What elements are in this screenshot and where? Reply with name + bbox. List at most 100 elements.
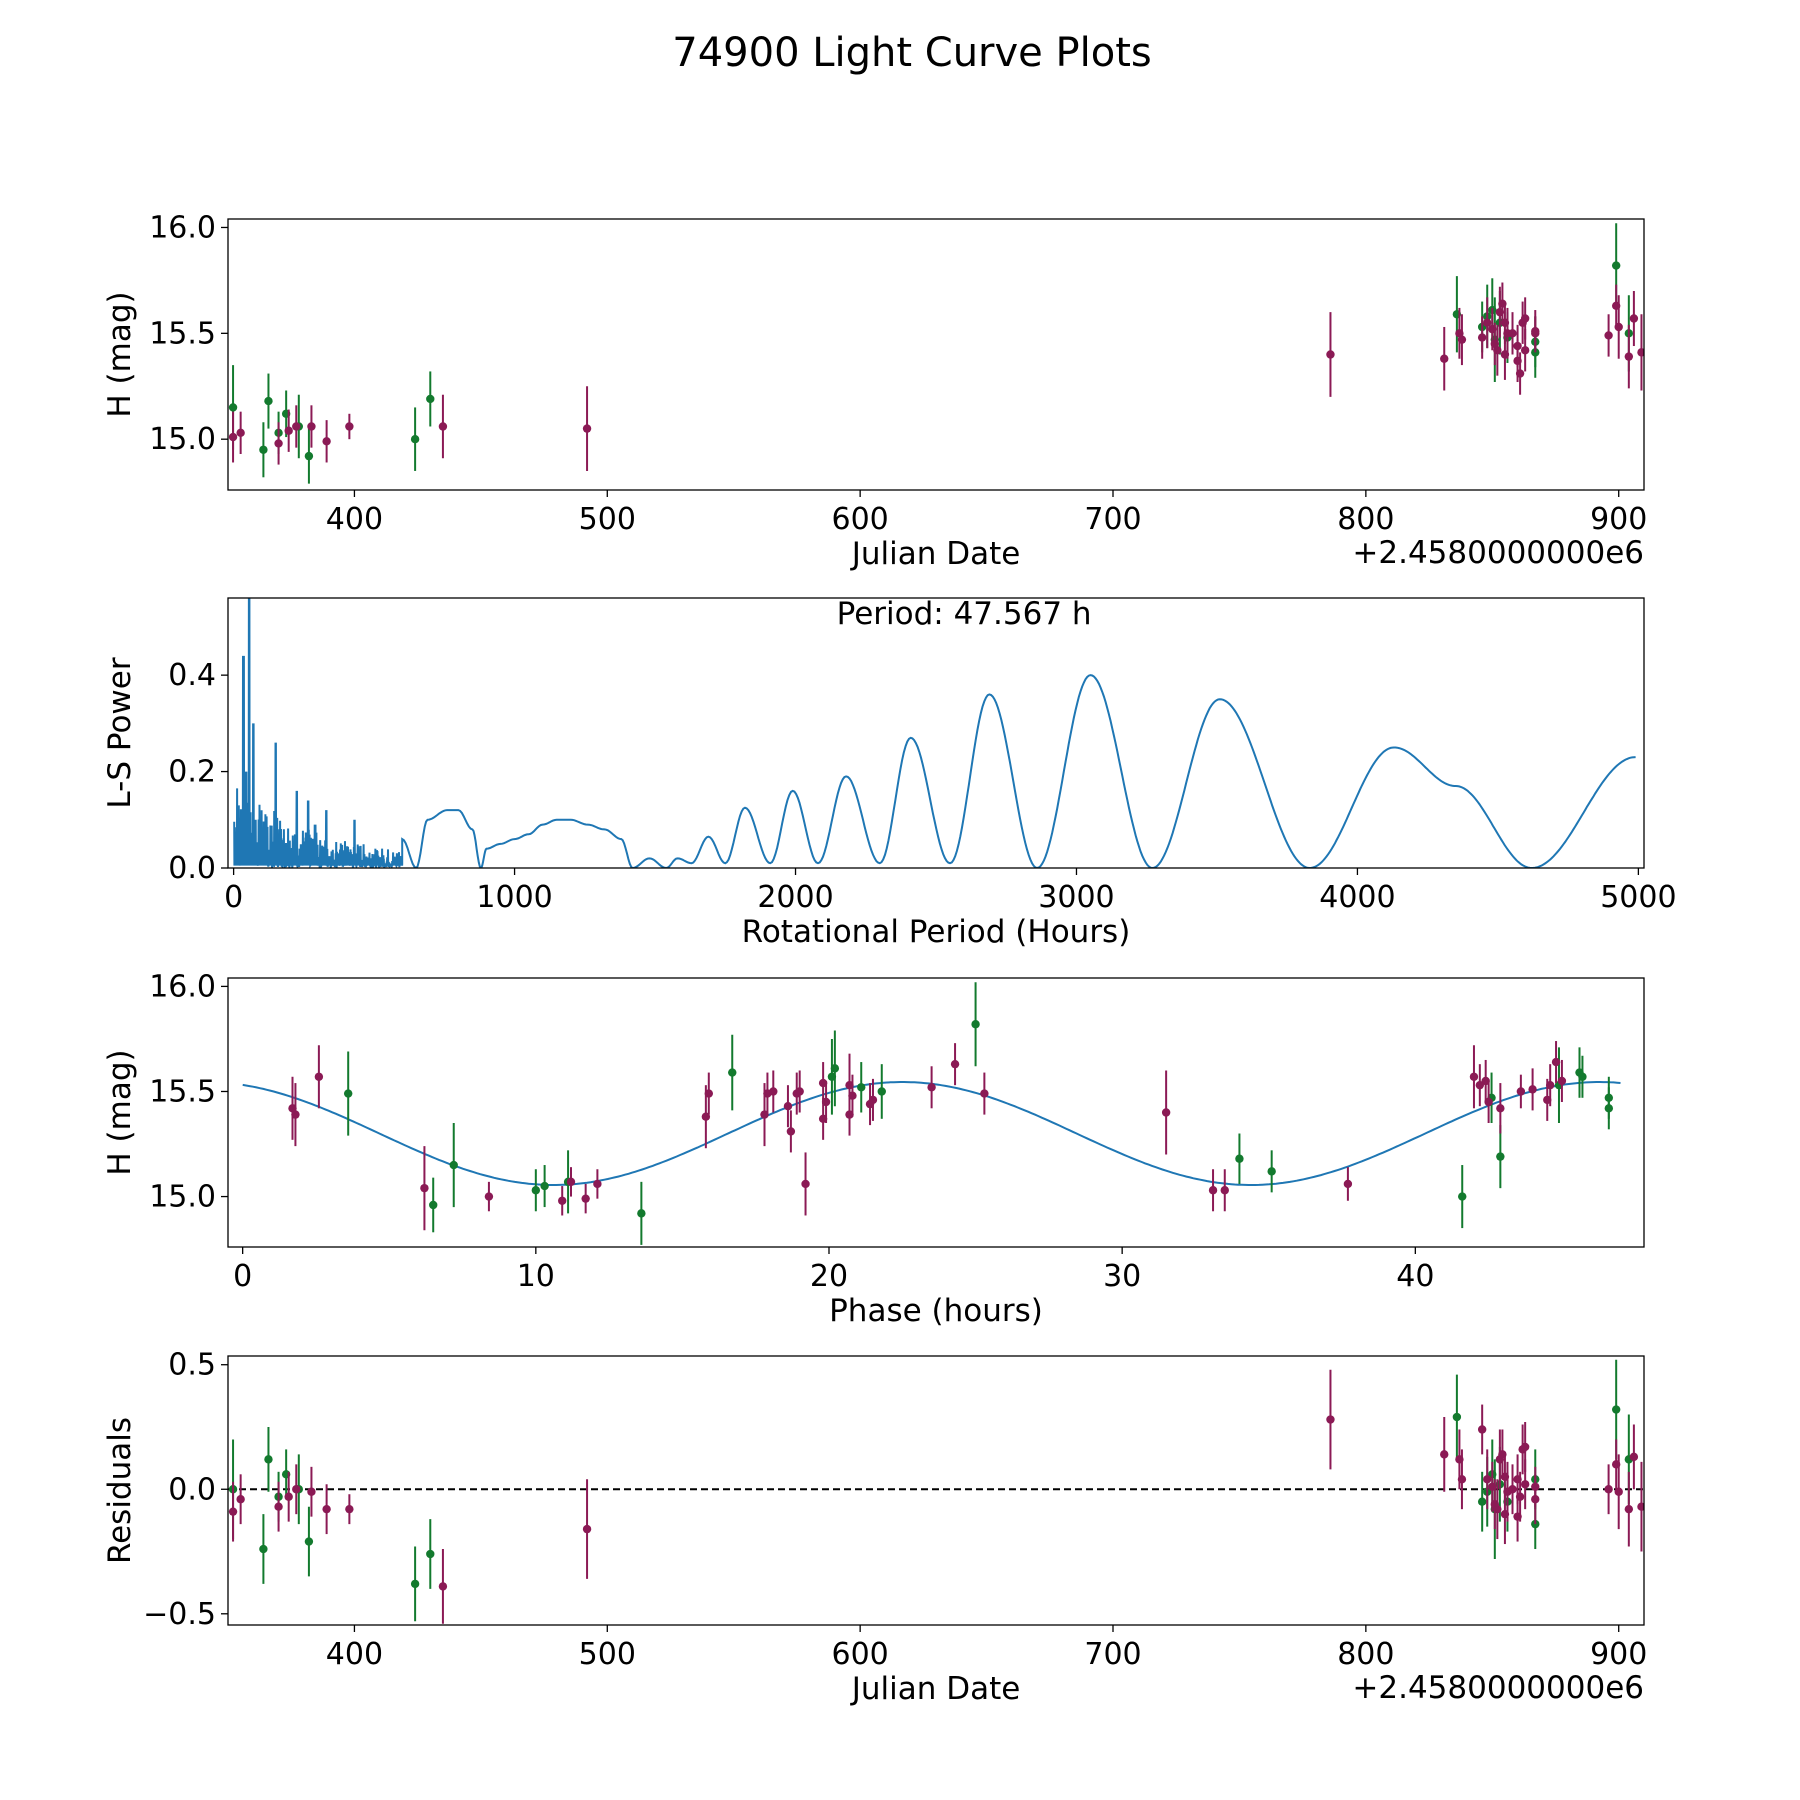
y-tick-label: 15.0 bbox=[149, 422, 216, 457]
y-tick-label: 0.4 bbox=[168, 658, 216, 693]
green-point bbox=[343, 1089, 353, 1098]
x-tick-label: 0 bbox=[224, 880, 243, 915]
magenta-point bbox=[1637, 348, 1644, 357]
green-point bbox=[728, 1068, 737, 1077]
x-tick-label: 900 bbox=[1590, 502, 1647, 537]
magenta-point bbox=[1551, 1057, 1561, 1067]
period-annotation: Period: 47.567 h bbox=[837, 596, 1092, 632]
magenta-point bbox=[1220, 1186, 1229, 1195]
magenta-point bbox=[420, 1183, 429, 1193]
green-point bbox=[637, 1209, 646, 1218]
y-axis-label: L-S Power bbox=[102, 657, 138, 808]
magenta-point bbox=[1629, 314, 1639, 323]
green-point bbox=[1604, 1104, 1614, 1113]
x-tick-label: 600 bbox=[832, 1637, 889, 1672]
x-tick-label: 800 bbox=[1337, 502, 1394, 537]
x-tick-label: 40 bbox=[1396, 1259, 1434, 1294]
magenta-point bbox=[345, 1504, 354, 1514]
axes-frame bbox=[227, 1355, 1645, 1626]
magenta-point bbox=[1545, 1080, 1555, 1090]
green-point bbox=[1235, 1154, 1244, 1163]
plot-area bbox=[233, 598, 1636, 868]
magenta-point bbox=[1496, 1104, 1505, 1113]
green-point bbox=[264, 1455, 273, 1464]
magenta-point bbox=[1629, 1452, 1639, 1462]
magenta-point bbox=[307, 422, 316, 431]
green-point bbox=[1611, 261, 1621, 270]
green-point bbox=[830, 1064, 840, 1073]
magenta-point bbox=[1469, 1072, 1479, 1081]
green-point bbox=[426, 394, 435, 404]
green-point bbox=[426, 1549, 435, 1559]
y-tick-label: 16.0 bbox=[149, 969, 216, 1004]
x-tick-label: 700 bbox=[1084, 1637, 1141, 1672]
green-point bbox=[540, 1181, 549, 1191]
green-point bbox=[1267, 1167, 1276, 1176]
x-tick-label: 20 bbox=[810, 1259, 848, 1294]
magenta-point bbox=[1515, 369, 1525, 378]
power-curve bbox=[233, 598, 1636, 868]
magenta-point bbox=[1624, 1504, 1634, 1514]
green-point bbox=[264, 396, 273, 406]
magenta-point bbox=[558, 1196, 567, 1205]
magenta-point bbox=[1484, 1097, 1493, 1107]
magenta-point bbox=[786, 1127, 796, 1136]
magenta-point bbox=[801, 1179, 810, 1189]
magenta-point bbox=[284, 426, 293, 435]
magenta-point bbox=[274, 1502, 283, 1511]
magenta-point bbox=[1520, 346, 1530, 355]
x-tick-label: 1000 bbox=[476, 880, 552, 915]
magenta-point bbox=[307, 1487, 316, 1496]
magenta-point bbox=[1508, 329, 1517, 338]
x-tick-label: 3000 bbox=[1038, 880, 1114, 915]
x-tick-label: 600 bbox=[832, 502, 889, 537]
magenta-point bbox=[1477, 1425, 1487, 1434]
green-point bbox=[1496, 1152, 1505, 1161]
figure-title: 74900 Light Curve Plots bbox=[672, 30, 1151, 76]
magenta-point bbox=[1614, 322, 1623, 332]
x-tick-label: 500 bbox=[579, 502, 636, 537]
magenta-point bbox=[1457, 1475, 1467, 1484]
magenta-point bbox=[701, 1112, 711, 1121]
green-point bbox=[1578, 1072, 1587, 1081]
magenta-point bbox=[1208, 1186, 1218, 1195]
green-point bbox=[449, 1160, 458, 1170]
magenta-point bbox=[1531, 1482, 1540, 1491]
green-point bbox=[228, 403, 238, 412]
magenta-point bbox=[927, 1083, 936, 1092]
magenta-point bbox=[1440, 1450, 1449, 1459]
y-tick-label: 15.0 bbox=[149, 1180, 216, 1215]
magenta-point bbox=[236, 428, 245, 438]
magenta-point bbox=[1624, 352, 1634, 361]
y-tick-label: 15.5 bbox=[149, 316, 216, 351]
magenta-point bbox=[1604, 331, 1613, 340]
x-tick-label: 5000 bbox=[1600, 880, 1676, 915]
magenta-point bbox=[1515, 1492, 1525, 1501]
magenta-point bbox=[322, 437, 331, 446]
y-axis-label: H (mag) bbox=[102, 291, 138, 417]
magenta-point bbox=[1326, 350, 1335, 359]
green-point bbox=[1477, 1497, 1487, 1506]
magenta-point bbox=[868, 1095, 878, 1105]
magenta-point bbox=[950, 1059, 960, 1069]
residuals-plot: Julian Date Residuals +2.4580000000e6 40… bbox=[102, 1348, 1647, 1707]
magenta-point bbox=[769, 1087, 778, 1096]
magenta-point bbox=[582, 1524, 592, 1534]
green-point bbox=[410, 1579, 420, 1589]
magenta-point bbox=[1557, 1076, 1567, 1086]
magenta-point bbox=[1520, 1480, 1530, 1489]
magenta-point bbox=[1520, 1442, 1530, 1452]
x-axis-label: Julian Date bbox=[850, 536, 1021, 572]
x-offset-text: +2.4580000000e6 bbox=[1352, 1670, 1644, 1706]
magenta-point bbox=[1493, 1504, 1502, 1514]
x-tick-label: 30 bbox=[1103, 1259, 1141, 1294]
x-tick-label: 700 bbox=[1084, 502, 1141, 537]
y-axis-label: H (mag) bbox=[102, 1049, 138, 1175]
magenta-point bbox=[484, 1192, 494, 1201]
green-point bbox=[857, 1083, 866, 1092]
green-point bbox=[1611, 1405, 1621, 1414]
magenta-point bbox=[1343, 1179, 1353, 1189]
y-tick-label: 0.2 bbox=[168, 755, 216, 790]
magenta-point bbox=[1637, 1502, 1644, 1511]
magenta-point bbox=[1475, 1080, 1485, 1090]
